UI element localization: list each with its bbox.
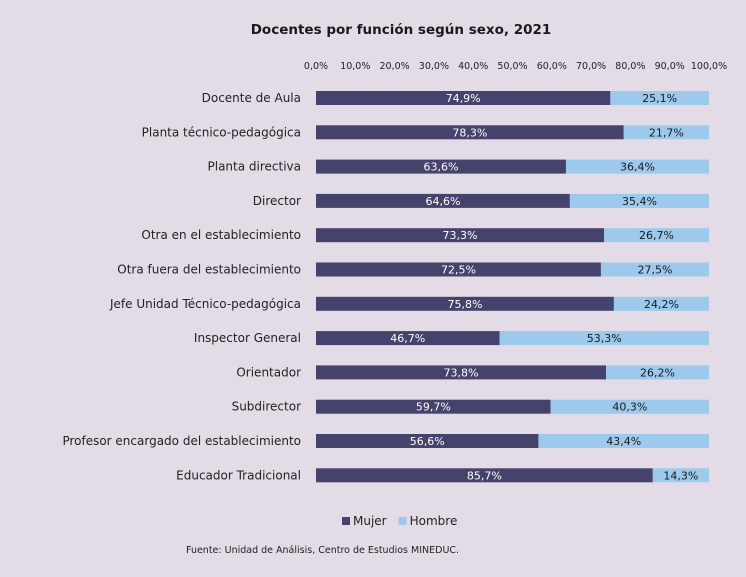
bar-mujer [316,365,607,380]
legend-label-hombre: Hombre [410,514,458,528]
data-label: 14,3% [663,469,698,482]
data-label: 59,7% [416,401,451,414]
x-tick-label: 30,0% [419,61,449,72]
data-label: 85,7% [467,469,502,482]
chart-title: Docentes por función según sexo, 2021 [250,22,552,38]
bar-hombre [538,434,709,448]
data-label: 27,5% [637,264,672,277]
bar-hombre [623,125,709,140]
data-label: 21,7% [649,126,684,139]
data-label: 72,5% [441,264,476,277]
category-label: Planta directiva [208,160,302,174]
x-tick-label: 20,0% [380,61,410,72]
category-label: Director [253,194,301,208]
data-label: 24,2% [644,298,679,311]
bar-mujer [316,296,614,311]
category-label: Jefe Unidad Técnico-pedagógica [109,297,301,311]
data-label: 35,4% [622,195,657,208]
bar-hombre [499,331,709,346]
bar-hombre [610,91,709,105]
data-label: 63,6% [423,161,458,174]
data-label: 56,6% [410,435,445,448]
bar-mujer [316,399,551,414]
category-label: Planta técnico-pedagógica [142,125,301,139]
data-label: 36,4% [620,161,655,174]
data-label: 25,1% [642,92,677,105]
bar-hombre [600,262,709,277]
category-label: Subdirector [232,400,301,414]
category-label: Orientador [236,365,301,379]
data-label: 75,8% [447,298,482,311]
bar-mujer [316,468,653,483]
category-label: Otra fuera del establecimiento [117,263,301,277]
data-label: 74,9% [446,92,481,105]
x-tick-label: 50,0% [497,61,527,72]
x-tick-label: 90,0% [655,61,685,72]
bar-hombre [606,365,709,380]
data-label: 53,3% [587,332,622,345]
data-label: 40,3% [612,401,647,414]
x-tick-label: 0,0% [304,61,328,72]
data-label: 64,6% [425,195,460,208]
bar-hombre [613,296,709,311]
category-label: Otra en el establecimiento [141,228,301,242]
bar-mujer [316,125,624,140]
data-label: 26,2% [640,366,675,379]
category-label: Profesor encargado del establecimiento [62,434,301,448]
data-label: 78,3% [452,126,487,139]
x-tick-label: 60,0% [537,61,567,72]
x-tick-label: 80,0% [615,61,645,72]
bar-mujer [316,193,570,208]
x-tick-label: 10,0% [340,61,370,72]
data-label: 73,8% [444,366,479,379]
bar-mujer [316,434,539,448]
source-note: Fuente: Unidad de Análisis, Centro de Es… [186,545,460,556]
x-tick-label: 100,0% [691,61,727,72]
data-label: 46,7% [390,332,425,345]
legend-label-mujer: Mujer [353,514,387,528]
bar-hombre [569,193,709,208]
bar-mujer [316,331,500,346]
category-label: Inspector General [194,331,301,345]
legend-swatch-mujer [342,517,350,525]
bar-hombre [550,399,709,414]
bar-hombre [652,468,709,483]
data-label: 43,4% [606,435,641,448]
bar-hombre [565,159,709,174]
data-label: 73,3% [443,229,478,242]
category-label: Educador Tradicional [176,468,301,482]
bar-mujer [316,262,601,277]
bar-mujer [316,91,611,105]
category-label: Docente de Aula [202,91,301,105]
x-tick-label: 40,0% [458,61,488,72]
bar-mujer [316,159,566,174]
bar-mujer [316,228,605,243]
data-label: 26,7% [639,229,674,242]
legend-swatch-hombre [398,517,407,525]
bar-hombre [604,228,709,243]
x-tick-label: 70,0% [576,61,606,72]
